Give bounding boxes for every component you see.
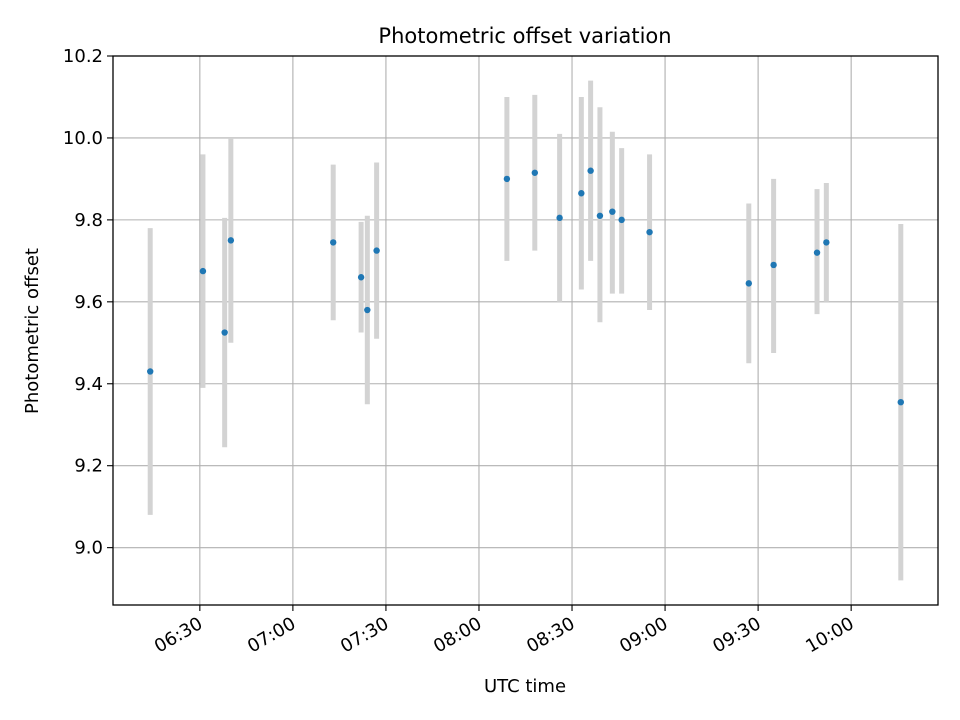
data-point (227, 237, 235, 244)
grid (113, 55, 938, 605)
data-point (587, 167, 594, 174)
data-point (897, 398, 904, 406)
y-axis-label: Photometric offset (22, 248, 43, 414)
x-tick-label: 09:00 (616, 613, 671, 657)
data-point (823, 239, 830, 246)
data-point (618, 216, 625, 224)
y-tick-label: 10.2 (63, 46, 103, 67)
y-tick-label: 9.0 (74, 538, 103, 559)
x-tick-label: 08:00 (430, 613, 485, 657)
x-tick-label: 10:00 (802, 613, 857, 657)
plot-frame (112, 55, 939, 606)
data-point (221, 329, 228, 336)
error-bars (147, 80, 904, 581)
y-tick-label: 9.6 (74, 292, 103, 313)
data-point (147, 368, 154, 375)
x-tick-label: 07:30 (337, 613, 392, 657)
y-tick-label: 9.2 (74, 456, 103, 477)
data-point (745, 280, 753, 287)
x-tick-label: 06:30 (151, 613, 206, 657)
y-tick-label: 9.4 (74, 374, 103, 395)
data-point (609, 208, 616, 215)
data-point (770, 261, 777, 269)
data-points (147, 167, 904, 406)
y-tick-label: 9.8 (74, 210, 103, 231)
data-point (357, 274, 365, 281)
data-point (364, 306, 371, 314)
data-point (596, 212, 604, 219)
data-point (556, 214, 563, 222)
x-axis-label: UTC time (484, 676, 566, 697)
x-tick-label: 08:30 (523, 613, 578, 657)
data-point (578, 190, 585, 197)
x-tick-label: 09:30 (709, 613, 764, 657)
data-point (330, 239, 337, 246)
data-point (813, 249, 821, 256)
data-point (199, 267, 207, 275)
data-point (373, 247, 380, 254)
data-point (503, 175, 511, 183)
y-tick-label: 10.0 (63, 128, 103, 149)
chart-title: Photometric offset variation (378, 24, 671, 48)
data-point (646, 228, 653, 236)
x-tick-label: 07:00 (244, 613, 299, 657)
data-point (531, 169, 539, 176)
